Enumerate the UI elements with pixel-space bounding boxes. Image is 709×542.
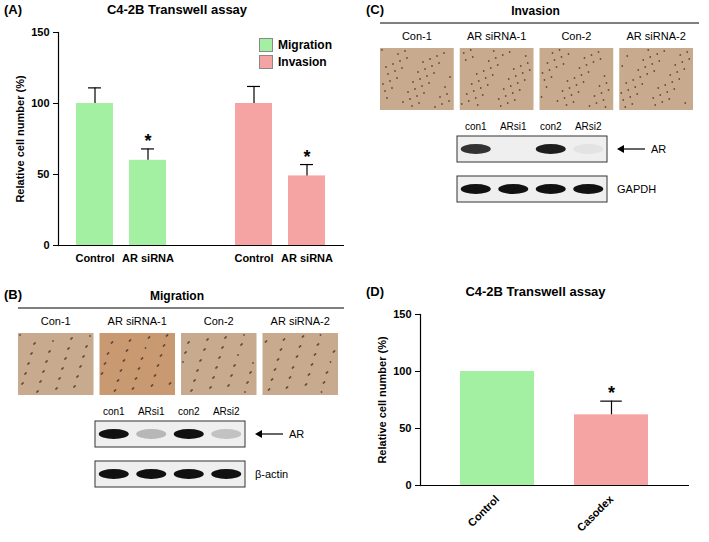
html-text:Migration: Migration [278, 37, 332, 52]
svg-text:(C): (C) [366, 2, 384, 17]
svg-text:50: 50 [37, 168, 49, 180]
svg-text:AR siRNA-2: AR siRNA-2 [271, 315, 330, 327]
svg-text:Relative cell number (%): Relative cell number (%) [376, 336, 388, 463]
svg-text:Con-2: Con-2 [204, 315, 234, 327]
html-text:C4-2B Transwell assay: C4-2B Transwell assay [465, 284, 606, 299]
svg-text:150: 150 [393, 308, 411, 320]
svg-text:Control: Control [234, 252, 273, 264]
svg-text:AR siRNA: AR siRNA [122, 252, 174, 264]
svg-text:con2: con2 [540, 121, 562, 132]
svg-text:ARsi1: ARsi1 [138, 406, 165, 417]
svg-text:0: 0 [43, 239, 49, 251]
svg-text:Con-2: Con-2 [561, 30, 591, 42]
svg-text:con1: con1 [465, 121, 487, 132]
svg-text:Relative cell number (%): Relative cell number (%) [14, 75, 26, 202]
html-text:Invasion: Invasion [278, 54, 327, 69]
svg-text:AR: AR [289, 428, 304, 440]
svg-text:GAPDH: GAPDH [617, 183, 656, 195]
svg-text:*: * [608, 383, 615, 403]
svg-text:Migration: Migration [150, 289, 204, 303]
html-text:C4-2B Transwell assay: C4-2B Transwell assay [106, 2, 248, 17]
svg-text:Con-1: Con-1 [402, 30, 432, 42]
svg-text:con1: con1 [103, 406, 125, 417]
svg-text:AR siRNA-1: AR siRNA-1 [467, 30, 526, 42]
svg-text:ARsi2: ARsi2 [575, 121, 602, 132]
svg-text:*: * [144, 131, 151, 151]
svg-text:Casodex: Casodex [574, 492, 616, 534]
svg-text:50: 50 [399, 422, 411, 434]
svg-text:β-actin: β-actin [255, 468, 288, 480]
svg-text:AR siRNA-2: AR siRNA-2 [626, 30, 685, 42]
svg-text:(B): (B) [4, 287, 22, 302]
svg-text:100: 100 [31, 97, 49, 109]
svg-text:100: 100 [393, 365, 411, 377]
svg-text:Control: Control [75, 252, 114, 264]
html-text:(D): (D) [366, 284, 384, 299]
svg-text:Con-1: Con-1 [41, 315, 71, 327]
svg-text:AR: AR [651, 143, 666, 155]
svg-text:AR siRNA: AR siRNA [281, 252, 333, 264]
svg-text:0: 0 [405, 479, 411, 491]
svg-text:Invasion: Invasion [511, 4, 560, 18]
svg-text:ARsi1: ARsi1 [500, 121, 527, 132]
svg-text:ARsi2: ARsi2 [213, 406, 240, 417]
svg-text:150: 150 [31, 26, 49, 38]
svg-text:con2: con2 [178, 406, 200, 417]
html-text:(A): (A) [4, 2, 22, 17]
svg-text:Control: Control [465, 493, 501, 529]
svg-text:*: * [303, 147, 310, 167]
svg-text:AR siRNA-1: AR siRNA-1 [108, 315, 167, 327]
